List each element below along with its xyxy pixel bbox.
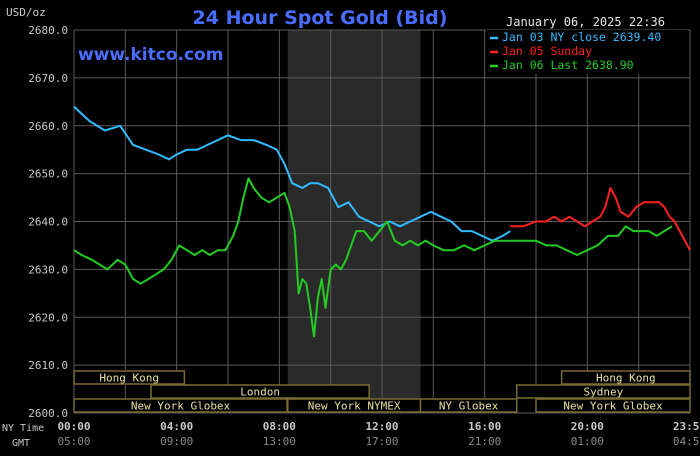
chart-title: 24 Hour Spot Gold (Bid) <box>193 7 448 29</box>
gmt-tick-label: 04:59 <box>673 435 700 448</box>
session-hong-kong-evening-label: Hong Kong <box>596 372 656 385</box>
y-axis-ticks: 2680.0 2670.0 2660.0 2650.0 2640.0 2630.0 2620… <box>28 24 68 420</box>
price-series <box>73 105 691 338</box>
x-tick-label: 00:00 <box>57 420 90 433</box>
session-new-york-globex-label: New York Globex <box>131 400 231 413</box>
gmt-tick-label: 01:00 <box>571 435 604 448</box>
y-tick-label: 2630.0 <box>28 263 68 276</box>
session-sydney-bar <box>516 384 691 399</box>
session-hong-kong-bar <box>73 370 186 385</box>
legend-entry: Jan 05 Sunday <box>502 44 592 58</box>
y-tick-label: 2660.0 <box>28 120 68 133</box>
legend-entry: Jan 06 Last 2638.90 <box>502 58 634 72</box>
timestamp: January 06, 2025 22:36 <box>506 15 665 29</box>
grid <box>73 29 691 414</box>
site-label: www.kitco.com <box>78 45 223 65</box>
session-new-york-nymex-label: New York NYMEX <box>308 400 401 413</box>
y-tick-label: 2640.0 <box>28 216 68 229</box>
x-tick-label: 12:00 <box>365 420 398 433</box>
x-axis-ticks: 00:00 04:00 08:00 12:00 16:00 20:00 23:59 05:00… <box>57 420 700 448</box>
legend-box <box>486 30 688 74</box>
session-hong-kong-evening-bar <box>560 370 691 385</box>
gmt-label: GMT <box>12 438 30 449</box>
session-hong-kong-label: Hong Kong <box>99 372 159 385</box>
y-tick-label: 2680.0 <box>28 24 68 37</box>
session-new-york-globex-evening-label: New York Globex <box>563 400 663 413</box>
unit-label: USD/oz <box>6 6 46 19</box>
x-tick-label: 04:00 <box>160 420 193 433</box>
legend-entry: Jan 03 NY close 2639.40 <box>502 30 661 44</box>
x-tick-label: 20:00 <box>571 420 604 433</box>
y-tick-label: 2670.0 <box>28 72 68 85</box>
gmt-tick-label: 21:00 <box>468 435 501 448</box>
session-london-label: London <box>240 386 280 399</box>
series-line-1 <box>510 187 691 251</box>
session-london-bar <box>150 384 370 399</box>
gmt-tick-label: 17:00 <box>365 435 398 448</box>
x-tick-label: 23:59 <box>673 420 700 433</box>
y-tick-label: 2650.0 <box>28 168 68 181</box>
session-new-york-globex-bar <box>73 398 288 413</box>
x-tick-label: 08:00 <box>263 420 296 433</box>
session-ny-globex-label: NY Globex <box>439 400 499 413</box>
ny-time-label: NY Time <box>2 423 44 434</box>
trading-sessions: Hong Kong London New York Globex New York N… <box>73 370 691 413</box>
session-new-york-globex-evening-bar <box>535 398 691 413</box>
y-tick-label: 2600.0 <box>28 407 68 420</box>
series-line-2 <box>73 177 673 338</box>
y-tick-label: 2610.0 <box>28 359 68 372</box>
y-tick-label: 2620.0 <box>28 311 68 324</box>
session-ny-globex-bar <box>419 398 518 413</box>
gmt-tick-label: 05:00 <box>57 435 90 448</box>
series-line-0 <box>73 105 511 242</box>
session-sydney-label: Sydney <box>584 386 624 399</box>
x-tick-label: 16:00 <box>468 420 501 433</box>
gmt-tick-label: 13:00 <box>263 435 296 448</box>
gmt-tick-label: 09:00 <box>160 435 193 448</box>
